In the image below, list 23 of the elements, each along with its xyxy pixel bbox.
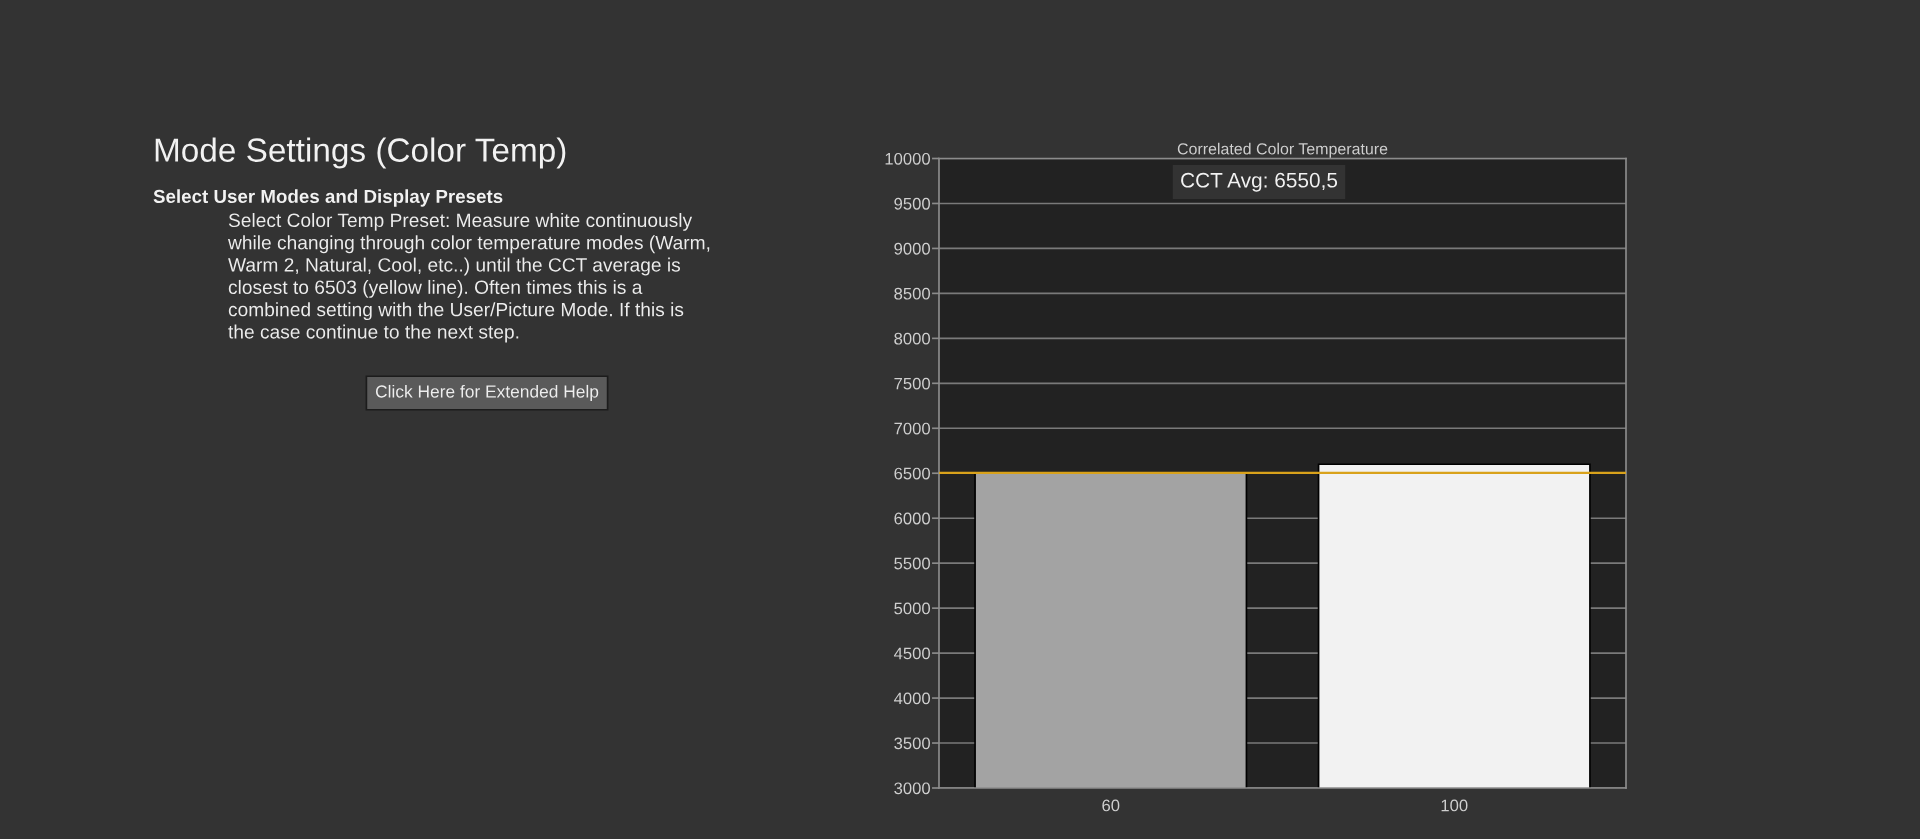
text: Mode Settings (Color Temp): [155, 137, 566, 169]
y-tick-label: 6500: [894, 467, 931, 480]
y-tick-label: 6000: [894, 512, 931, 525]
y-tick-label: 4500: [893, 647, 931, 660]
y-tick-label: 9500: [894, 197, 931, 210]
y-tick-label: 8000: [894, 332, 931, 345]
y-tick-label: 10000: [885, 152, 931, 165]
y-tick-label: 8500: [894, 287, 931, 300]
x-tick-label: 100: [1441, 799, 1468, 812]
annotation: CCT Avg: 6550,5: [1181, 172, 1338, 192]
y-tick-label: 4000: [893, 692, 931, 705]
y-tick-label: 3500: [894, 737, 931, 750]
text: Click Here for Extended Help: [375, 384, 599, 402]
chart-title: Correlated Color Temperature: [1177, 142, 1388, 158]
y-tick-label: 3000: [894, 782, 931, 795]
x-tick-label: 60: [1102, 799, 1120, 812]
text: Select Color Temp Preset: Measure white continuously while changing through color temperature modes (Warm, Warm 2, Natural, Cool, etc..) until the CCT average is closest to 6503 (yellow line). Often times this is a combined setting with the User/Picture Mode. If this is the case continue to the next step.: [227, 213, 710, 343]
text: Select User Modes and Display Presets: [153, 189, 503, 207]
y-tick-label: 7500: [894, 377, 931, 390]
y-tick-label: 5000: [894, 602, 931, 615]
y-tick-label: 9000: [894, 242, 931, 255]
y-tick-label: 5500: [894, 557, 931, 570]
y-tick-label: 7000: [894, 422, 931, 435]
